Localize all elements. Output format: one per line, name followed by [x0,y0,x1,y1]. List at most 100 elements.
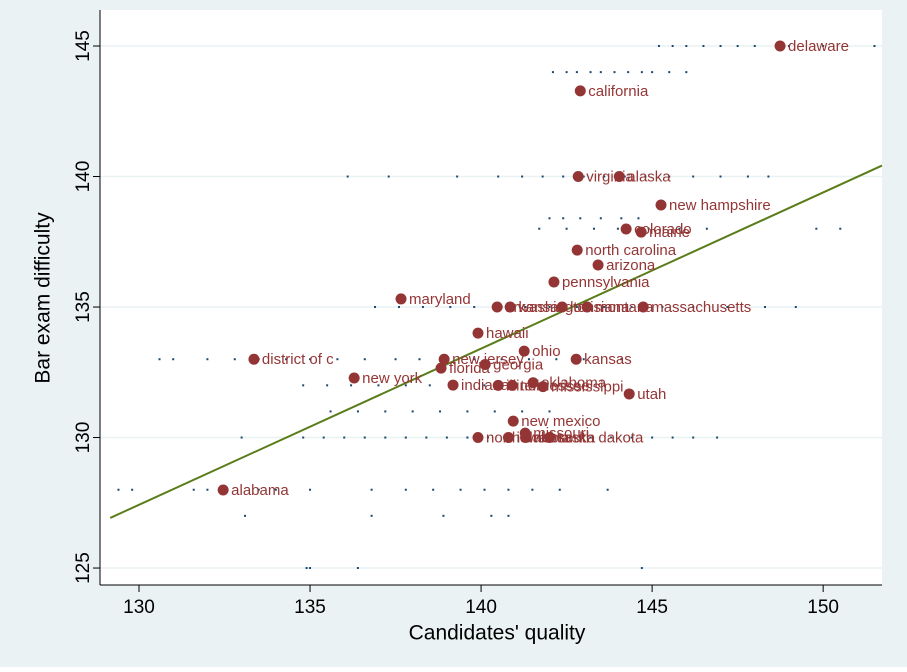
dot [244,514,247,517]
dot [131,488,134,491]
dot [302,384,305,387]
dot [397,306,400,309]
point [570,353,582,365]
y-tick-label: 145 [73,30,94,62]
dot [873,45,876,48]
dot [322,436,325,439]
dot [490,514,493,517]
dot [370,514,373,517]
point [527,377,539,389]
dot [582,384,585,387]
point-label: new hampshire [669,197,771,214]
dot [421,306,424,309]
point-label: new mexico [521,413,600,430]
dot [589,71,592,74]
dot [418,358,421,361]
dot [678,227,681,230]
point-label: kansas [584,351,632,368]
point-label: south dakota [557,429,644,446]
dot [363,358,366,361]
x-tick-label: 135 [294,597,326,618]
point-label: ohio [532,343,560,360]
dot [309,358,312,361]
point-label: arizona [606,257,656,274]
point-label: new jersey [452,351,524,368]
dot [456,175,459,178]
point-label: mississippi [551,379,624,396]
dot [363,436,366,439]
dot [377,384,380,387]
point [520,432,532,444]
x-tick-label: 145 [636,597,668,618]
dot [240,436,243,439]
dot [442,514,445,517]
dot [575,71,578,74]
dot [692,436,695,439]
dot [592,227,595,230]
point-label: massachusetts [651,299,751,316]
dot [671,436,674,439]
y-tick-label: 135 [73,291,94,323]
plot-area [100,10,882,585]
dot [702,45,705,48]
point-label: maine [649,224,690,241]
dot [507,514,510,517]
point [504,301,516,313]
point-label: colorado [634,221,692,238]
dot [432,488,435,491]
point [248,353,260,365]
dot [459,488,462,491]
point [543,432,555,444]
dot [483,384,486,387]
dot [565,384,568,387]
dot [613,71,616,74]
dot [551,71,554,74]
dot [685,71,688,74]
x-axis-title: Candidates' quality [409,622,586,645]
dot [473,306,476,309]
dot [350,384,353,387]
dot [647,227,650,230]
dot [839,227,842,230]
dot [599,71,602,74]
dot [336,358,339,361]
y-axis-title: Bar exam difficulty [32,212,55,384]
point-label: oklahoma [541,375,607,392]
x-tick-label: 150 [807,597,839,618]
dot [794,306,797,309]
dot [657,45,660,48]
dot [439,410,442,413]
dot [466,436,469,439]
point [217,484,229,496]
dot [627,71,630,74]
point [774,40,786,52]
dot [117,488,120,491]
dot [326,384,329,387]
dot [630,436,633,439]
point [556,301,568,313]
point [655,199,667,211]
dot [582,358,585,361]
dot [671,45,674,48]
point [635,226,647,238]
point [592,259,604,271]
point-label: new york [362,370,423,387]
dot [274,488,277,491]
dot [206,358,209,361]
point [479,358,491,370]
dot [356,567,359,570]
dot [507,488,510,491]
point [581,301,593,313]
point-label: alabama [231,482,289,499]
dot [466,410,469,413]
dot [555,358,558,361]
dot [425,436,428,439]
dot [575,306,578,309]
dot [449,306,452,309]
dot [531,488,534,491]
point-label: california [588,83,649,100]
point-label: maryland [409,291,471,308]
y-tick-label: 125 [73,552,94,584]
dot [640,71,643,74]
dot [356,410,359,413]
